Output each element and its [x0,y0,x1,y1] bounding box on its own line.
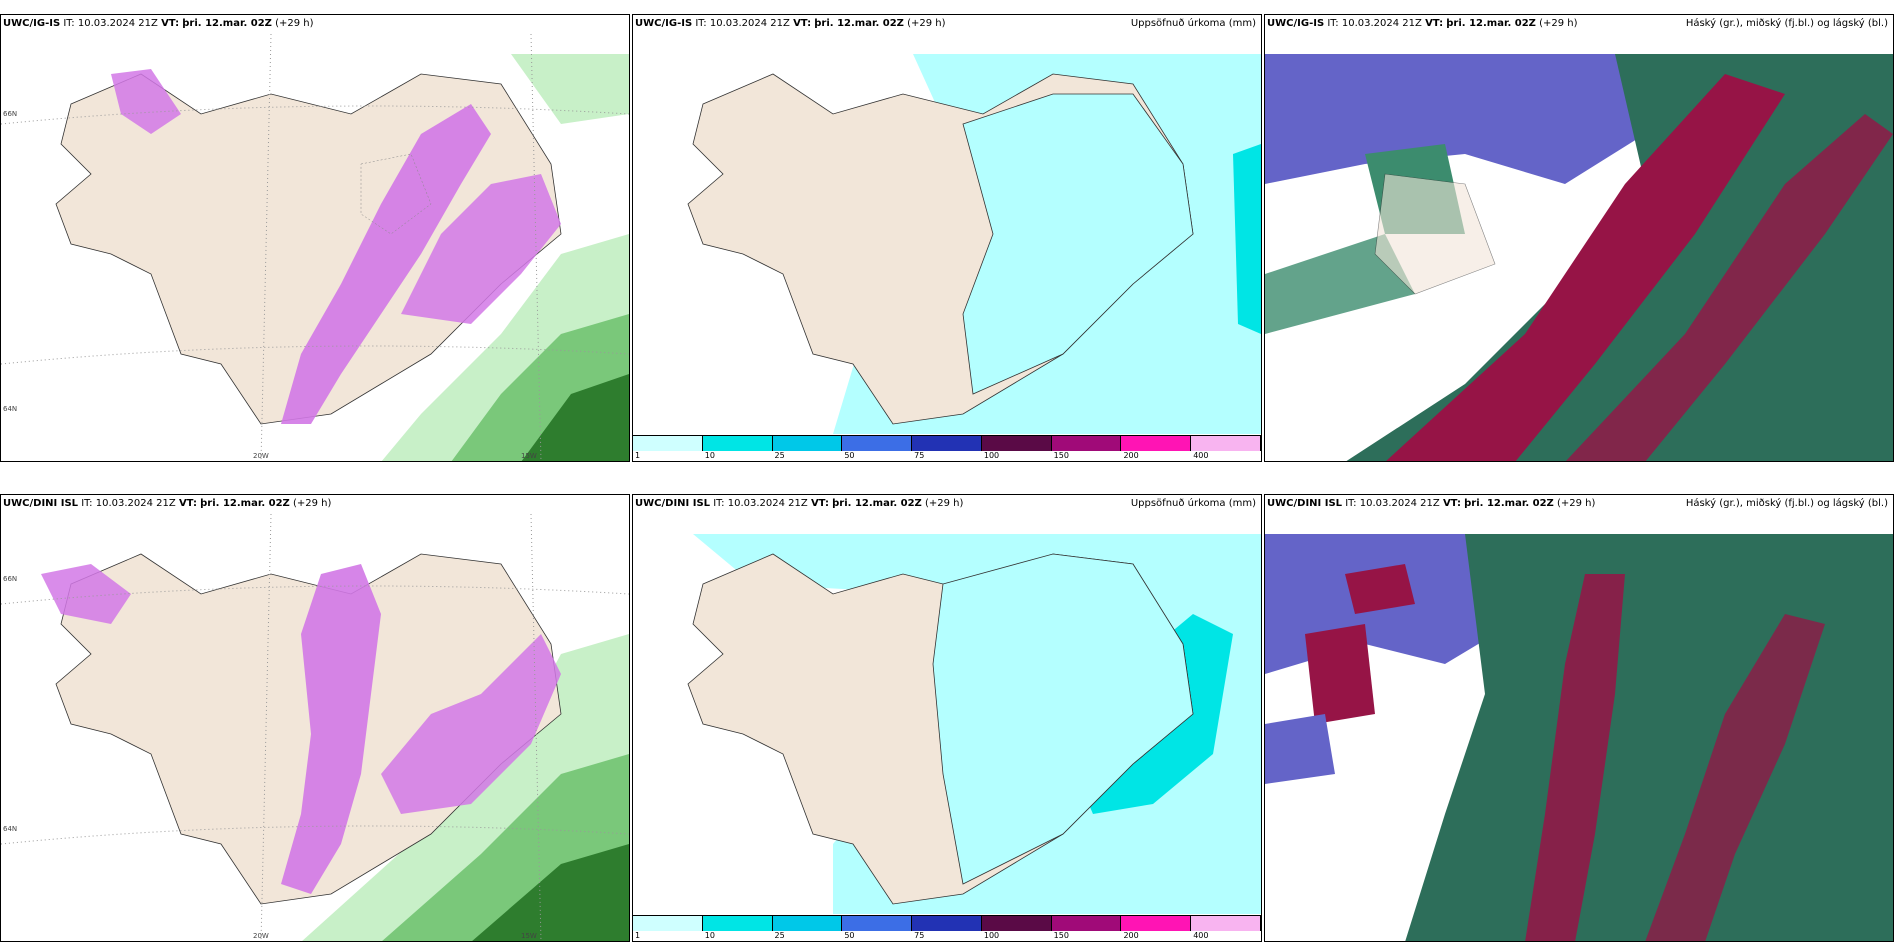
panel-dini-precip-type: UWC/DINI ISL IT: 10.03.2024 21Z VT: þri.… [0,494,630,942]
panel-header: UWC/DINI ISL IT: 10.03.2024 21Z VT: þri.… [635,498,1256,509]
colorbar-tick-label: 150 [1053,451,1069,460]
colorbar-swatch [912,435,982,451]
colorbar: 1 10 25 50 75 100 150 200 400 [633,915,1261,941]
lon-label-15w: 15W [521,452,537,460]
colorbar-tick-label: 10 [704,451,715,460]
panel-header: UWC/IG-IS IT: 10.03.2024 21Z VT: þri. 12… [635,18,1256,29]
lat-label-64n: 64N [3,825,18,833]
colorbar-swatch [1051,435,1122,451]
colorbar-swatch [772,435,843,451]
colorbar-tick-label: 75 [914,451,925,460]
panel-header: UWC/IG-IS IT: 10.03.2024 21Z VT: þri. 12… [1267,18,1888,29]
panel-igis-clouds: UWC/IG-IS IT: 10.03.2024 21Z VT: þri. 12… [1264,14,1894,462]
colorbar-tick-label: 1 [635,931,641,940]
colorbar-tick-label: 1 [635,451,641,460]
colorbar-swatch [1051,915,1122,931]
lat-label-66n: 66N [3,110,18,118]
colorbar-swatch [981,435,1052,451]
panel-header: UWC/DINI ISL IT: 10.03.2024 21Z VT: þri.… [3,498,332,509]
lon-label-20w: 20W [253,932,269,940]
colorbar-tick-label: 200 [1123,451,1139,460]
lat-label-64n: 64N [3,405,18,413]
lon-label-15w: 15W [521,932,537,940]
colorbar-tick-label: 100 [983,931,1000,940]
colorbar-swatch [842,435,913,451]
colorbar-swatch [1191,915,1261,931]
colorbar-tick-label: 25 [774,451,785,460]
lon-label-20w: 20W [253,452,269,460]
lat-label-66n: 66N [3,575,18,583]
colorbar-tick-label: 400 [1193,931,1209,940]
map-dini-precip-type [1,514,629,941]
colorbar-tick-label: 200 [1123,931,1139,940]
colorbar-swatch [842,915,913,931]
colorbar-swatch [981,915,1052,931]
colorbar-swatch [912,915,982,931]
colorbar-tick-label: 50 [844,931,855,940]
colorbar-tick-label: 25 [774,931,785,940]
colorbar-swatch [1121,435,1192,451]
colorbar-swatch [1191,435,1261,451]
panel-dini-accum-precip: UWC/DINI ISL IT: 10.03.2024 21Z VT: þri.… [632,494,1262,942]
colorbar-swatch [633,915,703,931]
map-igis-accum-precip [633,34,1261,434]
colorbar: 1 10 25 50 75 100 150 200 400 [633,435,1261,461]
colorbar-tick-label: 150 [1053,931,1069,940]
colorbar-swatch [772,915,843,931]
colorbar-swatch [702,435,773,451]
colorbar-swatch [1121,915,1192,931]
colorbar-tick-label: 10 [704,931,715,940]
colorbar-tick-label: 400 [1193,451,1209,460]
colorbar-swatch [702,915,773,931]
map-igis-clouds [1265,34,1893,461]
colorbar-tick-label: 100 [983,451,1000,460]
panel-header: UWC/DINI ISL IT: 10.03.2024 21Z VT: þri.… [1267,498,1888,509]
colorbar-tick-label: 75 [914,931,925,940]
colorbar-tick-label: 50 [844,451,855,460]
panel-igis-accum-precip: UWC/IG-IS IT: 10.03.2024 21Z VT: þri. 12… [632,14,1262,462]
panel-igis-precip-type: UWC/IG-IS IT: 10.03.2024 21Z VT: þri. 12… [0,14,630,462]
colorbar-swatch [633,435,703,451]
map-igis-precip-type [1,34,629,461]
panel-header: UWC/IG-IS IT: 10.03.2024 21Z VT: þri. 12… [3,18,314,29]
panel-dini-clouds: UWC/DINI ISL IT: 10.03.2024 21Z VT: þri.… [1264,494,1894,942]
map-dini-clouds [1265,514,1893,941]
map-dini-accum-precip [633,514,1261,914]
